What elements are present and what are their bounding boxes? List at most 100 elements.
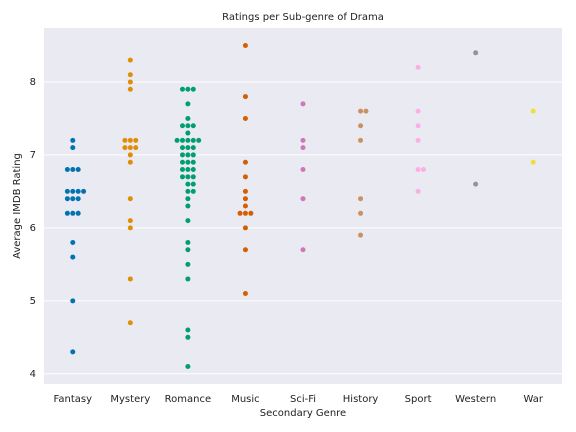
point: [179, 123, 185, 129]
point: [185, 218, 191, 224]
point: [185, 123, 191, 129]
point: [358, 196, 364, 202]
point: [64, 196, 70, 202]
point: [190, 188, 196, 194]
point: [242, 43, 248, 49]
point: [242, 203, 248, 209]
point: [174, 137, 180, 143]
point: [300, 196, 306, 202]
point: [196, 137, 202, 143]
point: [127, 137, 133, 143]
point: [185, 137, 191, 143]
point: [179, 137, 185, 143]
x-tick-label: Mystery: [110, 394, 150, 405]
x-axis-label: Secondary Genre: [260, 408, 346, 419]
x-tick-label: Sci-Fi: [290, 394, 316, 405]
point: [242, 225, 248, 231]
point: [70, 349, 76, 355]
point: [530, 108, 536, 114]
point: [248, 210, 254, 216]
point: [70, 239, 76, 245]
point: [415, 188, 421, 194]
point: [185, 159, 191, 165]
point: [190, 167, 196, 173]
point: [70, 196, 76, 202]
x-tick-label: War: [523, 394, 543, 405]
point: [190, 145, 196, 151]
y-tick-label: 5: [30, 296, 36, 307]
point: [190, 174, 196, 180]
point: [185, 115, 191, 121]
point: [70, 145, 76, 151]
point: [185, 276, 191, 282]
point: [300, 101, 306, 107]
point: [185, 145, 191, 151]
point: [64, 167, 70, 173]
point: [179, 159, 185, 165]
point: [185, 86, 191, 92]
y-tick-label: 8: [30, 77, 36, 88]
point: [127, 79, 133, 85]
point: [127, 159, 133, 165]
point: [421, 167, 427, 173]
point: [179, 174, 185, 180]
point: [190, 137, 196, 143]
point: [122, 145, 128, 151]
x-tick-label: Romance: [165, 394, 211, 405]
point: [133, 145, 139, 151]
point: [300, 145, 306, 151]
point: [127, 145, 133, 151]
point: [185, 174, 191, 180]
point: [122, 137, 128, 143]
point: [127, 225, 133, 231]
point: [75, 167, 81, 173]
point: [70, 298, 76, 304]
point: [242, 188, 248, 194]
point: [127, 196, 133, 202]
point: [190, 159, 196, 165]
point: [358, 137, 364, 143]
x-tick-label: Music: [231, 394, 259, 405]
point: [179, 145, 185, 151]
point: [415, 64, 421, 70]
point: [70, 188, 76, 194]
point: [185, 334, 191, 340]
point: [75, 196, 81, 202]
point: [64, 188, 70, 194]
point: [185, 196, 191, 202]
point: [190, 181, 196, 187]
point: [70, 137, 76, 143]
point: [242, 291, 248, 297]
point: [185, 247, 191, 253]
point: [185, 363, 191, 369]
point: [300, 247, 306, 253]
point: [185, 130, 191, 136]
point: [358, 232, 364, 238]
point: [242, 196, 248, 202]
point: [358, 108, 364, 114]
chart-title: Ratings per Sub-genre of Drama: [222, 12, 384, 23]
point: [75, 188, 81, 194]
point: [75, 210, 81, 216]
point: [242, 174, 248, 180]
point: [185, 167, 191, 173]
point: [190, 86, 196, 92]
point: [415, 123, 421, 129]
point: [127, 57, 133, 63]
x-tick-label: History: [343, 394, 379, 405]
point: [185, 152, 191, 158]
point: [300, 137, 306, 143]
point: [179, 167, 185, 173]
point: [190, 123, 196, 129]
point: [473, 181, 479, 187]
point: [415, 167, 421, 173]
point: [190, 152, 196, 158]
point: [185, 327, 191, 333]
point: [64, 210, 70, 216]
point: [242, 247, 248, 253]
point: [242, 210, 248, 216]
point: [358, 210, 364, 216]
point: [127, 72, 133, 78]
point: [133, 137, 139, 143]
